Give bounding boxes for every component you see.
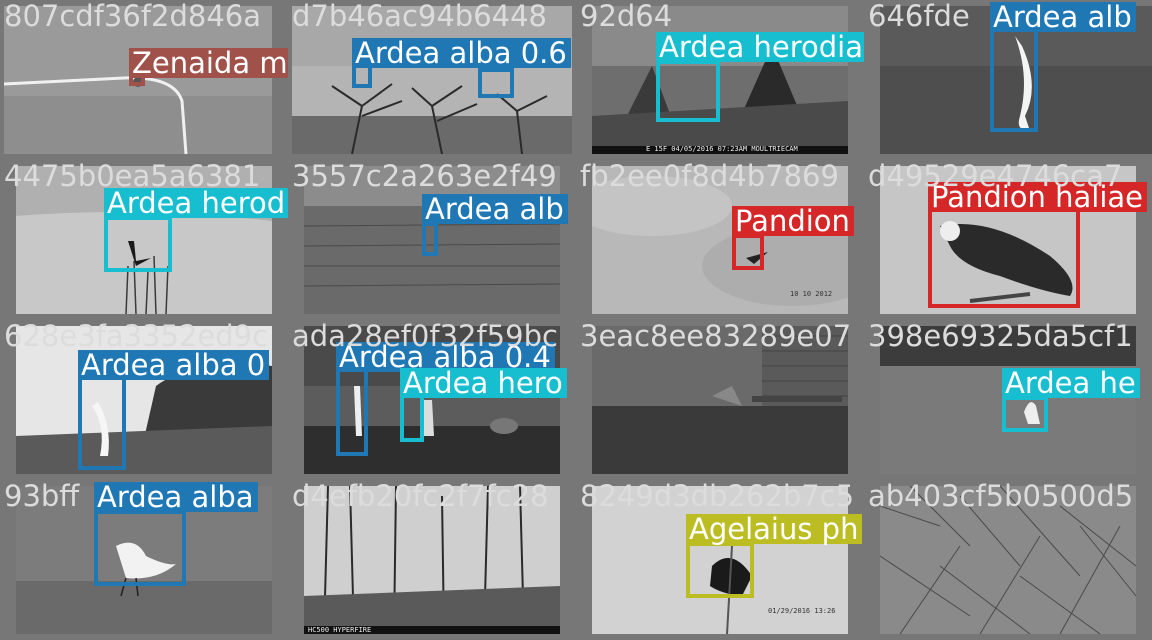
- detection-label: Ardea hero: [400, 368, 567, 398]
- detection-box: [478, 68, 514, 98]
- image-tile[interactable]: ab403cf5b0500d5: [864, 480, 1152, 640]
- detection-label: Ardea alba 0.6: [352, 38, 571, 68]
- image-tile[interactable]: Ardea alba 0.6 d7b46ac94b6448: [288, 0, 576, 160]
- tile-photo: [592, 166, 848, 314]
- detection-box: [732, 234, 764, 270]
- detection-box: [104, 216, 172, 272]
- tile-id: ada28ef0f32f59bc: [292, 320, 558, 353]
- tile-id: 628e3fa3352ed9c: [4, 320, 269, 353]
- tile-photo: [880, 486, 1136, 634]
- tile-id: d7b46ac94b6448: [292, 0, 547, 33]
- detection-box: [422, 222, 438, 256]
- detection-label: Ardea alba: [94, 482, 258, 512]
- image-tile[interactable]: E 15F 04/05/2016 07:23AM MOULTRIECAM Ard…: [576, 0, 864, 160]
- tile-photo: [4, 6, 272, 154]
- tile-photo: [592, 6, 848, 154]
- tile-id: 93bff: [4, 480, 80, 513]
- detection-label: Zenaida m: [129, 48, 288, 78]
- detection-box: [336, 368, 368, 456]
- tile-id: 8249d3db262b7c5: [580, 480, 855, 513]
- camera-stamp: 01/29/2016 13:26: [768, 607, 836, 615]
- tile-photo: [292, 6, 572, 154]
- detection-label: Ardea herod: [104, 188, 288, 218]
- detection-label: Ardea alb: [990, 2, 1136, 32]
- tile-id: 3557c2a263e2f49: [292, 160, 557, 193]
- image-tile[interactable]: Ardea alba 93bff: [0, 480, 288, 640]
- tile-id: 3eac8ee83289e07: [580, 320, 852, 353]
- detection-label: Agelaius ph: [686, 514, 863, 544]
- detection-box: [1002, 396, 1048, 432]
- detection-box: [928, 208, 1080, 308]
- image-tile[interactable]: HC500 HYPERFIRE d4efb20fc2f7fc28: [288, 480, 576, 640]
- tile-id: 92d64: [580, 0, 673, 33]
- detection-box: [78, 376, 126, 470]
- image-tile[interactable]: Ardea alba 0.4 Ardea hero ada28ef0f32f59…: [288, 320, 576, 480]
- detection-label: Ardea he: [1002, 368, 1140, 398]
- tile-id: 807cdf36f2d846a: [4, 0, 262, 33]
- camera-stamp: E 15F 04/05/2016 07:23AM MOULTRIECAM: [646, 145, 798, 153]
- tile-id: ab403cf5b0500d5: [868, 480, 1134, 513]
- image-tile[interactable]: Ardea alba 0 628e3fa3352ed9c: [0, 320, 288, 480]
- tile-photo: [592, 326, 848, 474]
- image-tile[interactable]: 10 10 2012 Pandion fb2ee0f8d4b7869: [576, 160, 864, 320]
- detection-box: [400, 394, 424, 442]
- detection-label: Pandion: [732, 206, 854, 236]
- tile-id: fb2ee0f8d4b7869: [580, 160, 839, 193]
- camera-stamp: HC500 HYPERFIRE: [308, 626, 372, 634]
- image-tile[interactable]: Ardea herod 4475b0ea5a6381: [0, 160, 288, 320]
- image-tile[interactable]: 3eac8ee83289e07: [576, 320, 864, 480]
- image-tile[interactable]: Ardea alb 3557c2a263e2f49: [288, 160, 576, 320]
- image-tile[interactable]: 01/29/2016 13:26 Agelaius ph 8249d3db262…: [576, 480, 864, 640]
- detection-label: Ardea alb: [422, 194, 568, 224]
- detection-box: [656, 60, 720, 122]
- detection-label: Ardea alba 0: [78, 350, 270, 380]
- tile-photo: [592, 486, 848, 634]
- detection-box: [94, 510, 186, 586]
- tile-id: d49529e4746ca7: [868, 160, 1123, 193]
- tile-photo: [304, 486, 560, 634]
- detection-label: Ardea alba 0.4: [336, 342, 555, 372]
- image-tile[interactable]: Zenaida m 807cdf36f2d846a: [0, 0, 288, 160]
- image-tile[interactable]: Pandion haliae d49529e4746ca7: [864, 160, 1152, 320]
- camera-stamp: 10 10 2012: [790, 290, 833, 298]
- tile-id: 4475b0ea5a6381: [4, 160, 261, 193]
- image-tile[interactable]: Ardea he 398e69325da5cf1: [864, 320, 1152, 480]
- image-tile[interactable]: Ardea alb 646fde: [864, 0, 1152, 160]
- detection-label: Pandion haliae: [928, 182, 1148, 212]
- detection-label: Ardea herodia: [656, 32, 864, 62]
- tile-photo: [880, 326, 1136, 474]
- tile-id: 646fde: [868, 0, 970, 33]
- tile-id: d4efb20fc2f7fc28: [292, 480, 549, 513]
- detection-box: [686, 542, 754, 598]
- tile-id: 398e69325da5cf1: [868, 320, 1133, 353]
